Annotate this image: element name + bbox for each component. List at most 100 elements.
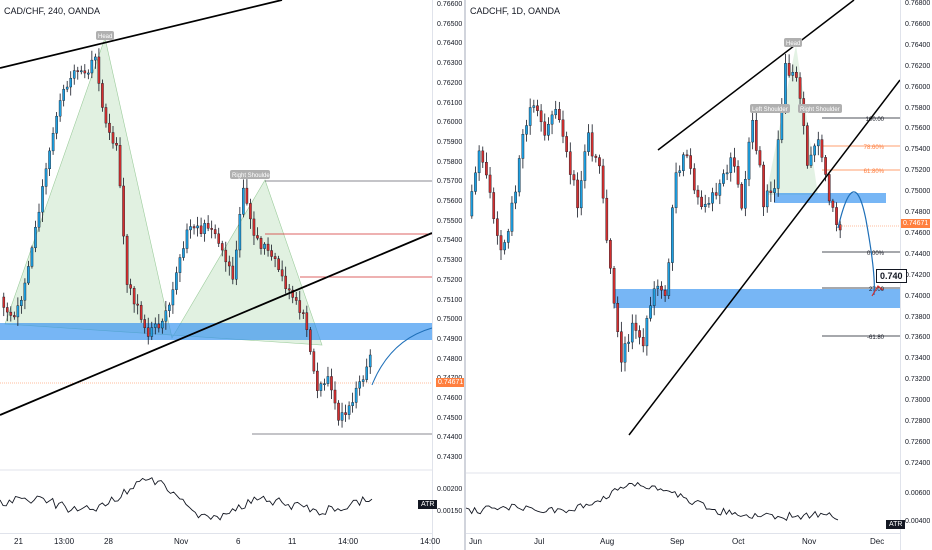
right-fib-label: 27.00: [869, 287, 885, 293]
left-candle: [129, 284, 132, 289]
left-candle: [69, 78, 73, 88]
left-head-label-bg: [96, 31, 114, 40]
right-time-label: Aug: [600, 537, 615, 546]
left-candle: [41, 186, 44, 213]
right-candle: [678, 170, 682, 173]
left-candle: [358, 381, 361, 389]
right-candle: [765, 190, 769, 208]
right-price-tick: 0.75400: [905, 146, 931, 154]
right-price-tick: 0.75000: [905, 188, 931, 196]
left-pattern-shape: [4, 36, 323, 346]
right-candle: [590, 132, 594, 157]
right-candle: [744, 179, 747, 209]
left-head-label: Head: [98, 34, 112, 40]
left-price-tick: 0.75200: [437, 276, 463, 284]
left-candle: [2, 296, 6, 308]
right-candle: [587, 132, 590, 152]
right-candle: [543, 121, 547, 136]
right-candle: [634, 322, 638, 331]
left-price-tick: 0.74600: [437, 395, 463, 402]
left-candle: [259, 237, 263, 249]
right-candle: [623, 343, 627, 363]
left-candle: [231, 265, 235, 280]
left-candle: [242, 187, 245, 215]
chart-pane-right[interactable]: 100.00 78.60% 61.80% 0.00% 27.00 -61.80 Head Le…: [466, 0, 932, 550]
right-candle: [689, 155, 692, 169]
right-candle: [539, 110, 543, 123]
right-candle: [696, 189, 700, 198]
right-candle: [714, 192, 718, 196]
left-atr-badge: ATR: [418, 500, 438, 509]
left-candle: [361, 379, 365, 382]
right-price-tick: 0.76200: [905, 62, 931, 70]
left-candle: [94, 56, 97, 61]
right-fib-label: 78.60%: [864, 145, 885, 151]
left-candle: [217, 233, 221, 244]
right-target-price-tag: 0.740: [876, 269, 907, 283]
right-candle: [787, 63, 791, 76]
left-candle: [16, 305, 20, 318]
right-candle: [751, 120, 754, 143]
left-price-axis[interactable]: 0.76600 0.76500 0.76400 0.76300 0.76200 0.761…: [432, 0, 464, 550]
right-candle: [824, 157, 827, 175]
left-time-label: 14:00: [420, 537, 441, 546]
left-candle: [58, 100, 62, 117]
right-candle: [820, 139, 824, 158]
left-time-label: 28: [104, 537, 113, 546]
left-time-label: Nov: [174, 537, 189, 546]
left-time-label: 14:00: [338, 537, 359, 546]
right-time-axis[interactable]: Jun Jul Aug Sep Oct Nov Dec: [466, 533, 900, 550]
right-candle: [795, 72, 798, 78]
right-candle: [601, 165, 605, 199]
right-price-tick: 0.73200: [905, 376, 931, 384]
right-fib-label: 61.80%: [864, 169, 885, 175]
left-candle: [175, 272, 178, 290]
right-chart-canvas[interactable]: 100.00 78.60% 61.80% 0.00% 27.00 -61.80 Head Le…: [466, 0, 932, 550]
chart-pane-left[interactable]: Head Right Shoulder CAD/CHF, 240, OANDA 0…: [0, 0, 464, 550]
right-candle: [660, 285, 663, 291]
left-candle: [153, 323, 157, 328]
left-candle: [287, 288, 291, 291]
left-candle: [340, 412, 344, 421]
left-candle: [101, 83, 104, 108]
left-candle: [256, 235, 259, 239]
left-candle: [97, 56, 101, 84]
left-candle: [270, 250, 273, 257]
left-candle: [185, 229, 189, 249]
left-candle: [34, 226, 37, 249]
right-candle: [758, 150, 762, 166]
right-price-tick: 0.73000: [905, 397, 931, 405]
left-price-tick: 0.74900: [437, 335, 463, 343]
right-right-shoulder-label: Right Shoulder: [800, 107, 840, 113]
right-candle: [627, 341, 630, 344]
right-price-tick: 0.75200: [905, 167, 931, 175]
right-atr-badge: ATR: [886, 520, 906, 529]
left-price-tick: 0.75900: [437, 138, 463, 146]
pane-divider[interactable]: [464, 0, 466, 550]
left-time-axis[interactable]: 21 13:00 28 Nov 6 11 14:00 14:00: [0, 533, 440, 550]
left-candle: [220, 243, 224, 251]
right-candle: [554, 109, 558, 116]
left-price-tick: 0.74300: [437, 454, 463, 462]
left-price-tick: 0.75400: [437, 237, 463, 245]
left-candle: [83, 70, 87, 74]
left-candle: [301, 312, 305, 314]
left-candle: [13, 315, 16, 318]
left-candle: [192, 226, 196, 229]
right-candle: [558, 109, 561, 121]
right-candle: [499, 235, 503, 251]
left-candle: [298, 300, 302, 313]
left-candle: [87, 72, 90, 75]
right-candle: [605, 197, 609, 241]
right-candle: [630, 322, 634, 343]
left-candle: [72, 70, 76, 79]
left-candle: [319, 383, 323, 391]
right-candle: [707, 202, 711, 205]
right-price-tick: 0.74400: [905, 250, 931, 258]
left-candle: [48, 150, 51, 170]
left-candle: [150, 327, 154, 337]
left-price-tick: 0.75000: [437, 316, 463, 324]
right-candle: [616, 303, 620, 332]
left-chart-canvas[interactable]: Head Right Shoulder: [0, 0, 464, 550]
left-candle: [132, 288, 136, 305]
